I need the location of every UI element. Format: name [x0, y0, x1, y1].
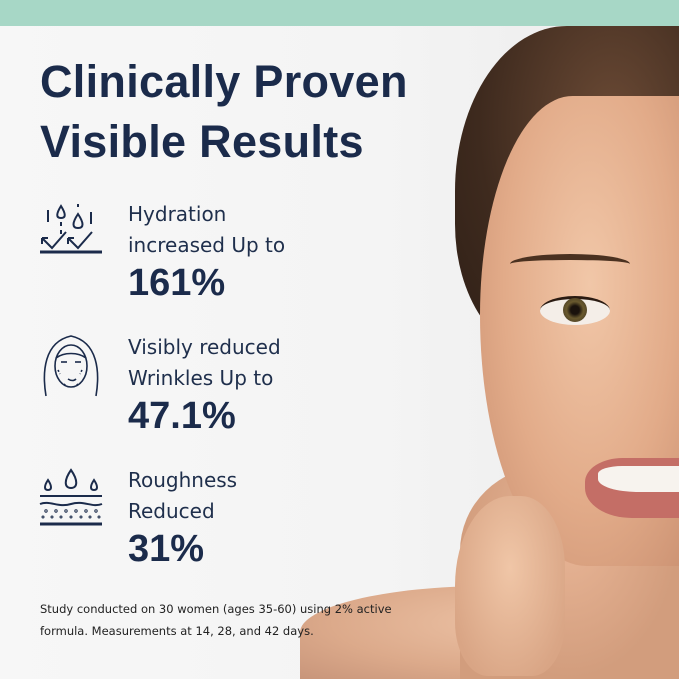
hydration-stat: Hydration increased Up to 161%: [128, 199, 285, 305]
stat-label: Hydration increased Up to: [128, 202, 286, 257]
stat-value: 47.1%: [128, 395, 236, 437]
model-photo: [0, 26, 679, 679]
stat-value: 161%: [128, 262, 226, 304]
top-accent-band: [0, 0, 679, 26]
skin-layers-drops-icon: [39, 468, 103, 526]
hydration-drops-icon: [40, 204, 102, 254]
face-wrinkles-icon: [43, 335, 99, 397]
stat-label: Visibly reduced Wrinkles Up to: [128, 335, 281, 390]
page-title: Clinically Proven Visible Results: [40, 56, 408, 167]
stat-value: 31%: [128, 528, 205, 570]
roughness-stat: Roughness Reduced 31%: [128, 465, 237, 571]
wrinkles-stat: Visibly reduced Wrinkles Up to 47.1%: [128, 332, 281, 438]
stat-label: Roughness Reduced: [128, 468, 238, 523]
study-footnote: Study conducted on 30 women (ages 35-60)…: [40, 602, 392, 638]
